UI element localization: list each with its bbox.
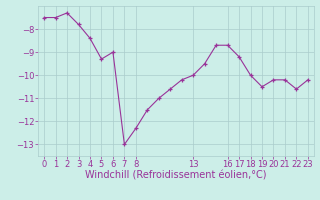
X-axis label: Windchill (Refroidissement éolien,°C): Windchill (Refroidissement éolien,°C): [85, 171, 267, 181]
